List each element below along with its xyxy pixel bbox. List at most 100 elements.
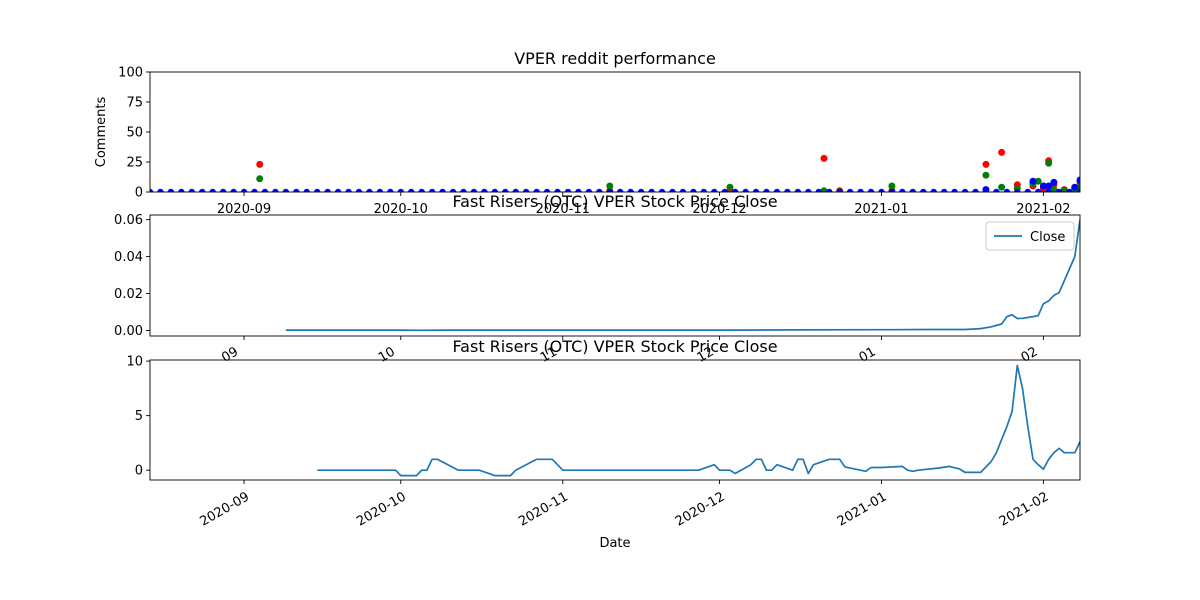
scatter-point-baseline <box>261 188 269 192</box>
x-tick-label: 2020-12 <box>692 202 746 217</box>
y-tick-label: 5 <box>135 409 143 424</box>
scatter-point-baseline <box>648 188 655 192</box>
x-tick-label: 2020-10 <box>354 489 409 529</box>
y-tick-label: 0.04 <box>114 250 143 265</box>
scatter-point-baseline <box>731 188 739 192</box>
scatter-point-baseline <box>899 188 906 192</box>
x-tick-label: 02 <box>1019 344 1041 365</box>
scatter-point-baseline <box>167 188 175 192</box>
scatter-point-baseline <box>219 188 227 192</box>
plot-frame <box>149 359 1081 481</box>
scatter-point-baseline <box>961 188 969 192</box>
scatter-point-baseline <box>763 188 770 192</box>
scatter-point <box>1045 159 1053 167</box>
scatter-point <box>1034 177 1042 185</box>
scatter-point-baseline <box>585 188 593 192</box>
x-tick-label: 10 <box>376 344 398 365</box>
legend-label: Close <box>1030 230 1065 245</box>
scatter-point-baseline <box>721 188 728 192</box>
scatter-point <box>606 182 614 190</box>
y-tick-label: 75 <box>126 96 143 111</box>
scatter-point-baseline <box>951 188 958 192</box>
x-tick-label: 2021-01 <box>854 202 908 217</box>
scatter-point-baseline <box>1045 188 1052 192</box>
scatter-point <box>256 160 264 168</box>
scatter-point-baseline <box>397 188 404 192</box>
scatter-point-baseline <box>209 188 216 192</box>
scatter-point-baseline <box>418 188 425 192</box>
y-tick-label: 10 <box>126 355 143 370</box>
scatter-point-baseline <box>972 188 979 192</box>
scatter-point-baseline <box>554 188 561 192</box>
scatter-point-baseline <box>658 188 666 192</box>
x-tick-label: 2021-01 <box>835 489 890 529</box>
y-tick-label: 100 <box>118 66 143 81</box>
scatter-point-baseline <box>637 188 645 192</box>
scatter-point-baseline <box>920 188 927 192</box>
scatter-point-baseline <box>313 188 321 192</box>
scatter-point-baseline <box>366 188 373 192</box>
scatter-point-baseline <box>460 188 467 192</box>
scatter-point-baseline <box>230 188 237 192</box>
scatter-point-baseline <box>575 188 582 192</box>
scatter-point <box>1050 178 1058 186</box>
scatter-point <box>982 171 990 179</box>
x-tick-label: 2020-11 <box>516 489 571 529</box>
scatter-point-baseline <box>303 188 310 192</box>
scatter-point-baseline <box>481 188 488 192</box>
scatter-point-baseline <box>617 188 624 192</box>
y-tick-label: 0.06 <box>114 213 143 228</box>
scatter-point-baseline <box>1076 188 1080 192</box>
scatter-point-baseline <box>909 188 917 192</box>
series-line <box>317 364 1080 477</box>
x-tick-label: 2020-11 <box>536 202 590 217</box>
scatter-point-baseline <box>815 188 822 192</box>
scatter-point-baseline <box>387 188 394 192</box>
scatter-point-baseline <box>826 188 833 192</box>
scatter-point-baseline <box>491 188 499 192</box>
scatter-point-baseline <box>408 188 415 192</box>
scatter-point-baseline <box>345 188 352 192</box>
scatter-point-baseline <box>470 188 478 192</box>
scatter-point-baseline <box>773 188 781 192</box>
scatter-point <box>1029 177 1037 185</box>
scatter-point-baseline <box>690 188 697 192</box>
scatter-point <box>1050 186 1058 192</box>
scatter-point-baseline <box>512 188 519 192</box>
scatter-point-baseline <box>857 188 864 192</box>
scatter-point-baseline <box>251 188 258 192</box>
scatter-point-baseline <box>1003 188 1011 192</box>
scatter-point-baseline <box>940 188 948 192</box>
scatter-point-baseline <box>502 188 509 192</box>
y-tick-label: 0.00 <box>114 324 143 339</box>
scatter-point-baseline <box>742 188 749 192</box>
scatter-point <box>726 183 734 191</box>
scatter-point-baseline <box>679 188 687 192</box>
y-axis-label: Comments <box>94 97 109 168</box>
scatter-point-baseline <box>1035 188 1042 192</box>
scatter-point <box>820 187 828 192</box>
scatter-point-baseline <box>1024 188 1031 192</box>
scatter-point-baseline <box>543 188 551 192</box>
scatter-point <box>820 154 828 162</box>
scatter-point-baseline <box>1014 188 1021 192</box>
x-tick-label: 2021-02 <box>997 489 1052 529</box>
scatter-point-baseline <box>596 188 603 192</box>
scatter-point-baseline <box>606 188 613 192</box>
x-tick-label: 2021-02 <box>1016 202 1070 217</box>
y-tick-label: 0.02 <box>114 287 143 302</box>
scatter-point-baseline <box>199 188 206 192</box>
chart-title: VPER reddit performance <box>514 49 716 68</box>
x-tick-label: 2020-10 <box>374 202 428 217</box>
scatter-point-baseline <box>867 188 875 192</box>
scatter-point <box>1039 182 1047 190</box>
scatter-point <box>998 183 1006 191</box>
x-tick-label: 2020-09 <box>217 202 271 217</box>
y-tick-label: 50 <box>126 126 143 141</box>
scatter-point <box>1071 183 1079 191</box>
scatter-point-baseline <box>888 188 896 192</box>
scatter-point <box>982 160 990 168</box>
x-tick-label: 2020-09 <box>197 489 252 529</box>
chart-title: Fast Risers (OTC) VPER Stock Price Close <box>452 337 777 356</box>
scatter-point <box>1060 187 1068 192</box>
